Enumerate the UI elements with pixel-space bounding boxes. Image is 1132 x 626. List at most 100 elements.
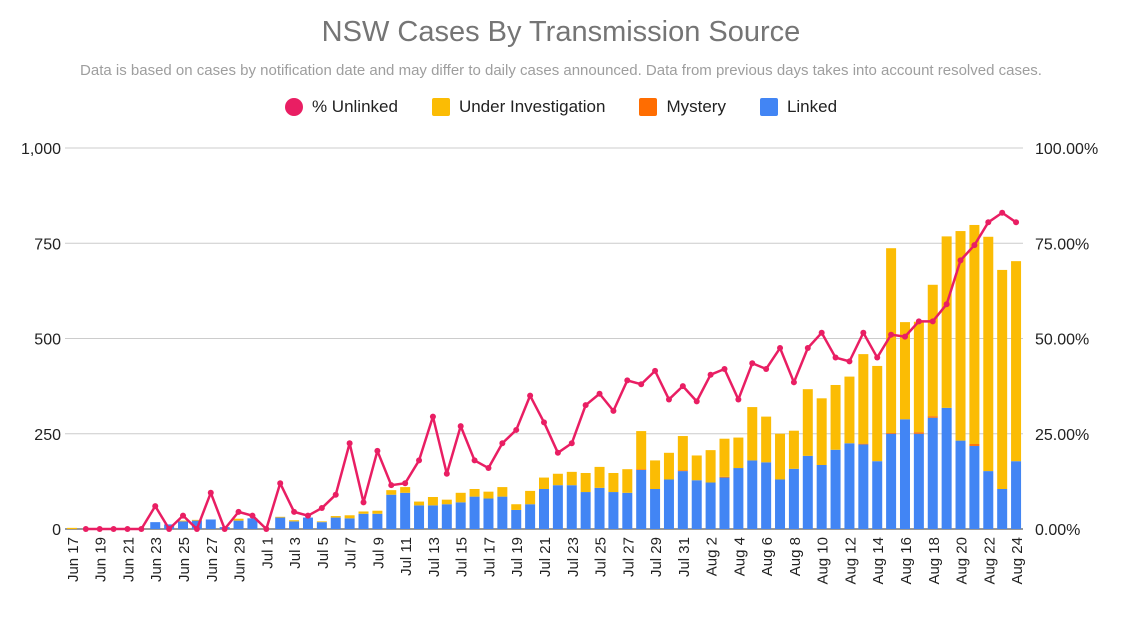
bar-linked bbox=[330, 517, 341, 529]
bar-linked bbox=[747, 460, 758, 529]
bar-mystery bbox=[886, 432, 897, 434]
bar-linked bbox=[191, 520, 202, 529]
point-unlinked bbox=[1013, 219, 1020, 226]
point-unlinked bbox=[721, 365, 728, 372]
bar-under-investigation bbox=[761, 416, 772, 463]
legend-swatch bbox=[759, 98, 778, 116]
bar-linked bbox=[289, 521, 300, 529]
bar-linked bbox=[872, 461, 883, 529]
point-unlinked bbox=[860, 329, 867, 336]
bar-linked bbox=[997, 488, 1008, 529]
bar-under-investigation bbox=[66, 527, 77, 529]
bar-linked bbox=[941, 407, 952, 529]
bar-linked bbox=[386, 494, 397, 529]
bar-under-investigation bbox=[636, 431, 647, 470]
bar-under-investigation bbox=[400, 487, 411, 493]
bar-under-investigation bbox=[816, 398, 827, 465]
bar-linked bbox=[275, 517, 286, 529]
bar-under-investigation bbox=[608, 472, 619, 493]
bar-linked bbox=[302, 517, 313, 529]
bar-linked bbox=[525, 504, 536, 529]
x-tick-label: Jun 23 bbox=[148, 537, 165, 582]
point-unlinked bbox=[513, 426, 520, 433]
y-tick-label-left: 750 bbox=[34, 236, 61, 253]
bar-under-investigation bbox=[233, 518, 244, 521]
point-unlinked bbox=[499, 440, 506, 447]
point-unlinked bbox=[901, 333, 908, 340]
bar-linked bbox=[455, 502, 466, 529]
x-tick-label: Jul 31 bbox=[676, 537, 693, 577]
bar-linked bbox=[650, 488, 661, 529]
x-tick-label: Aug 2 bbox=[704, 537, 721, 576]
bar-under-investigation bbox=[539, 477, 549, 489]
bar-under-investigation bbox=[899, 322, 910, 420]
bar-mystery bbox=[719, 476, 730, 478]
bar-linked bbox=[858, 444, 869, 529]
bar-linked bbox=[913, 433, 924, 529]
legend-label: Mystery bbox=[666, 97, 726, 116]
point-unlinked bbox=[416, 457, 423, 464]
bar-under-investigation bbox=[427, 496, 438, 506]
bar-linked bbox=[344, 518, 355, 529]
bar-under-investigation bbox=[955, 231, 966, 441]
bar-under-investigation bbox=[691, 455, 702, 481]
point-unlinked bbox=[485, 465, 492, 472]
point-unlinked bbox=[263, 526, 270, 532]
point-unlinked bbox=[346, 440, 353, 447]
x-tick-label: Aug 8 bbox=[787, 537, 804, 576]
x-tick-label: Jul 23 bbox=[565, 537, 582, 577]
bar-linked bbox=[983, 471, 994, 529]
x-tick-label: Jul 3 bbox=[287, 537, 304, 569]
x-tick-label: Jun 27 bbox=[204, 537, 221, 582]
bar-linked bbox=[247, 518, 258, 529]
x-tick-label: Aug 16 bbox=[898, 537, 915, 585]
x-tick-label: Jul 27 bbox=[620, 537, 637, 577]
x-tick-label: Jul 17 bbox=[481, 537, 498, 577]
bar-linked bbox=[552, 485, 563, 529]
point-unlinked bbox=[180, 512, 187, 519]
y-tick-label-right: 25.00% bbox=[1035, 427, 1089, 444]
bar-mystery bbox=[969, 444, 980, 446]
point-unlinked bbox=[388, 482, 395, 489]
point-unlinked bbox=[541, 419, 547, 426]
bar-mystery bbox=[927, 416, 938, 418]
bar-under-investigation bbox=[969, 224, 980, 445]
bar-under-investigation bbox=[719, 438, 730, 477]
x-tick-label: Aug 24 bbox=[1009, 537, 1026, 585]
point-unlinked bbox=[610, 407, 617, 414]
bar-linked bbox=[205, 519, 216, 529]
bar-linked bbox=[580, 492, 591, 529]
bar-linked bbox=[844, 443, 855, 529]
bar-under-investigation bbox=[622, 469, 633, 493]
point-unlinked bbox=[138, 526, 145, 532]
chart-subtitle: Data is based on cases by notification d… bbox=[80, 62, 1042, 79]
x-tick-label: Jul 7 bbox=[343, 537, 360, 569]
x-tick-label: Aug 20 bbox=[954, 537, 971, 585]
bar-under-investigation bbox=[511, 504, 522, 510]
point-unlinked bbox=[96, 526, 103, 532]
point-unlinked bbox=[929, 318, 936, 325]
point-unlinked bbox=[374, 447, 381, 454]
bar-under-investigation bbox=[886, 248, 897, 433]
bar-linked bbox=[816, 464, 827, 529]
bar-mystery bbox=[913, 432, 924, 434]
x-tick-label: Jul 5 bbox=[315, 537, 332, 569]
point-unlinked bbox=[554, 449, 561, 456]
bar-under-investigation bbox=[775, 433, 786, 480]
point-unlinked bbox=[443, 470, 450, 477]
point-unlinked bbox=[735, 396, 742, 403]
point-unlinked bbox=[291, 508, 298, 515]
bar-under-investigation bbox=[191, 519, 202, 521]
point-unlinked bbox=[360, 499, 367, 506]
bar-linked bbox=[1011, 461, 1022, 529]
point-unlinked bbox=[249, 512, 256, 519]
bar-under-investigation bbox=[525, 490, 536, 505]
bar-under-investigation bbox=[858, 354, 869, 444]
y-tick-label-right: 0.00% bbox=[1035, 522, 1080, 539]
point-unlinked bbox=[971, 242, 978, 249]
bar-linked bbox=[539, 488, 549, 529]
point-unlinked bbox=[888, 331, 895, 338]
point-unlinked bbox=[582, 402, 589, 409]
bar-under-investigation bbox=[566, 471, 577, 486]
